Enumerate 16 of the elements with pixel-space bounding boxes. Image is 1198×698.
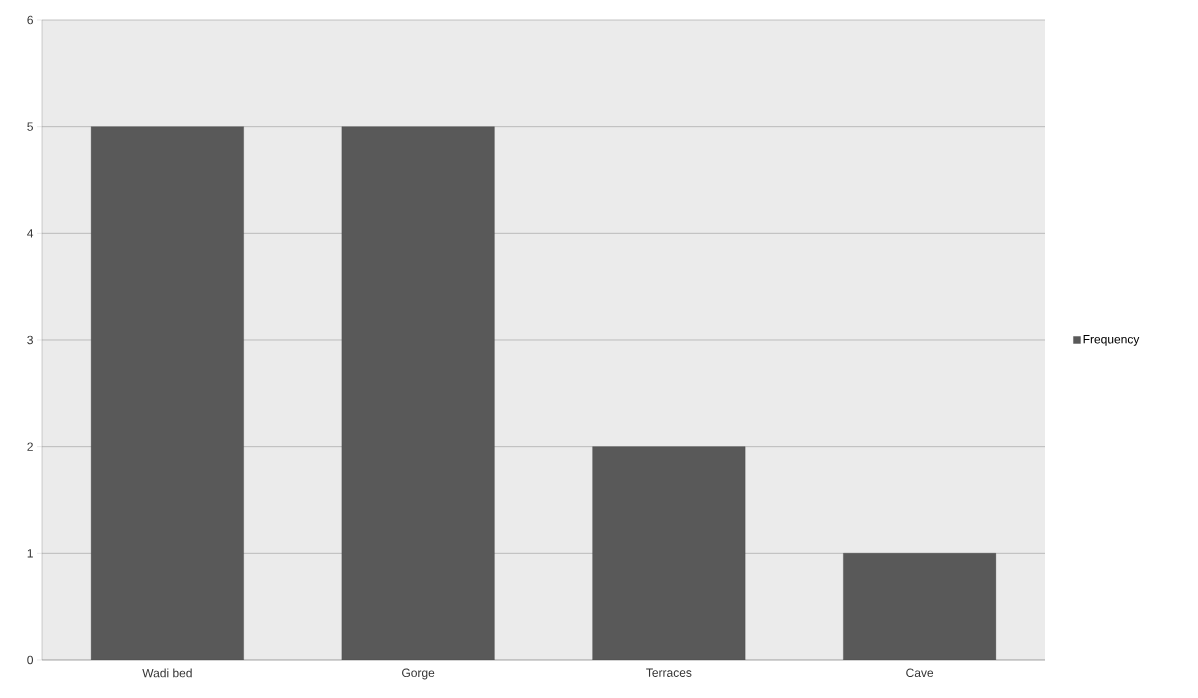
y-tick-label: 2: [27, 442, 33, 451]
y-tick-label: 0: [27, 655, 34, 665]
x-tick-label: Gorge: [402, 668, 435, 680]
y-tick-label: 6: [27, 15, 33, 25]
bar: [843, 553, 997, 660]
y-tick-label: 4: [27, 229, 34, 238]
bar: [90, 126, 244, 660]
x-tick-label: Wadi bed: [142, 668, 192, 678]
bar: [592, 446, 746, 660]
legend-label: Frequency: [1083, 335, 1140, 346]
y-tick-label: 5: [27, 122, 33, 131]
y-tick-label: 1: [27, 549, 33, 558]
x-tick-label: Cave: [906, 668, 934, 678]
bar: [341, 126, 495, 660]
x-tick-label: Terraces: [646, 668, 692, 677]
y-tick-label: 3: [27, 335, 33, 345]
